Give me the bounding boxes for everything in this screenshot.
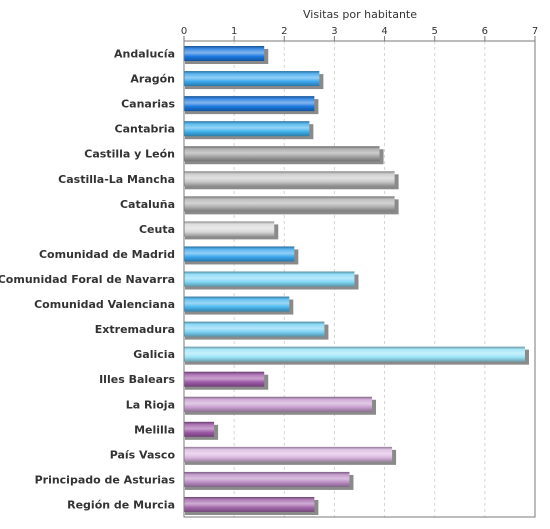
bar <box>184 296 290 312</box>
bar <box>184 321 325 337</box>
bar <box>184 221 275 237</box>
category-label: Extremadura <box>95 323 175 336</box>
bar <box>184 171 395 187</box>
category-label: Aragón <box>130 73 175 86</box>
category-label: Región de Murcia <box>67 498 175 511</box>
category-label: Cataluña <box>120 198 175 211</box>
axes <box>183 40 536 518</box>
plot-frame <box>183 40 536 518</box>
category-label: Canarias <box>121 98 175 111</box>
x-tick-label: 6 <box>482 26 488 37</box>
bar <box>184 96 315 112</box>
category-label: Castilla-La Mancha <box>58 173 175 186</box>
bars <box>184 46 529 515</box>
category-label: País Vasco <box>110 448 176 461</box>
bar <box>184 396 373 412</box>
x-tick-label: 7 <box>532 26 538 37</box>
bar <box>184 446 393 462</box>
bar <box>184 121 310 137</box>
category-label: Illes Balears <box>99 373 175 386</box>
category-label: Comunidad Foral de Navarra <box>0 273 175 286</box>
category-label: Principado de Asturias <box>35 473 176 486</box>
bar <box>184 46 265 62</box>
category-label: Melilla <box>134 423 175 436</box>
x-tick-label: 0 <box>181 26 187 37</box>
x-tick-label: 2 <box>281 26 287 37</box>
category-label: Ceuta <box>139 223 175 236</box>
category-label: Cantabria <box>115 123 176 136</box>
category-label: Comunidad Valenciana <box>34 298 175 311</box>
category-label: Andalucía <box>114 48 175 61</box>
bar <box>184 471 350 487</box>
bar <box>184 496 315 512</box>
bar <box>184 196 395 212</box>
x-tick-label: 1 <box>231 26 237 37</box>
category-label: Galicia <box>133 348 175 361</box>
bar <box>184 346 525 362</box>
category-label: Castilla y León <box>84 148 175 161</box>
category-labels: Andalucía Aragón Canarias Cantabria Castilla… <box>0 48 175 512</box>
bar <box>184 146 380 162</box>
x-tick-label: 3 <box>331 26 337 37</box>
bar <box>184 246 295 262</box>
bar <box>184 371 265 387</box>
category-label: Comunidad de Madrid <box>39 248 175 261</box>
category-label: La Rioja <box>126 398 175 411</box>
bar <box>184 271 355 287</box>
x-tick-label: 5 <box>432 26 438 37</box>
x-axis-title: Visitas por habitante <box>303 8 417 21</box>
x-axis-ticks: 0 1 2 3 4 5 6 7 <box>181 26 538 41</box>
x-tick-label: 4 <box>381 26 387 37</box>
gridlines <box>233 41 486 517</box>
bar <box>184 421 215 437</box>
bar <box>184 71 320 87</box>
